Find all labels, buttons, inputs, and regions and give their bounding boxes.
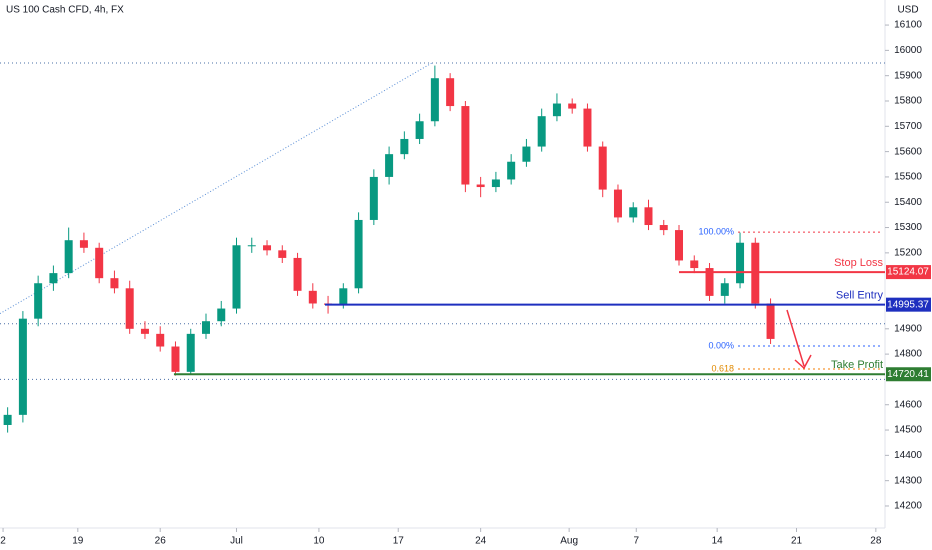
fib-label: 0.618 [711,363,734,373]
level-name: Take Profit [831,359,883,371]
candle-body [720,283,729,296]
candle-body [64,240,73,274]
candle-body [354,219,363,289]
candle-body [537,116,546,147]
fib-label: 0.00% [708,340,734,350]
candle-body [690,260,699,269]
candle-body [34,283,43,319]
y-tick-label: 14500 [894,425,922,436]
candle-body [95,247,104,279]
fib-label: 100.00% [698,226,734,236]
x-tick-label: 26 [155,536,167,547]
candle-body [400,138,409,155]
candle-body [446,78,455,107]
level-price: 14720.41 [887,369,929,380]
candle-body [766,303,775,339]
candle-body [49,273,58,284]
candle-body [278,250,287,258]
y-tick-label: 16000 [894,45,922,56]
candle-body [247,245,256,247]
y-tick-label: 15900 [894,70,922,81]
candle-body [263,245,272,251]
candle-body [583,108,592,147]
candle-body [430,78,439,122]
candle-body [751,242,760,304]
candle-body [110,278,119,289]
x-tick-label: 24 [475,536,487,547]
candle-body [339,288,348,305]
level-price: 15124.07 [887,267,929,278]
y-tick-label: 14200 [894,501,922,512]
candle-body [568,103,577,109]
candle-body [385,154,394,177]
candle-body [598,146,607,190]
y-tick-label: 15500 [894,172,922,183]
candle-body [705,268,714,296]
candle-body [736,242,745,284]
y-tick-label: 14800 [894,349,922,360]
level-tag [886,297,931,312]
candle-body [476,184,485,188]
candle-body [522,146,531,162]
x-tick-label: 19 [72,536,84,547]
x-tick-label: 21 [791,536,803,547]
y-tick-label: 15700 [894,121,922,132]
candle-body [369,176,378,220]
y-tick-label: 14400 [894,450,922,461]
level-tag [886,367,931,382]
candle-body [171,346,180,372]
candle-body [156,333,165,347]
candle-body [3,414,12,425]
candle-body [308,290,317,304]
candle-body [629,207,638,218]
candle-body [140,328,149,334]
chart-title: US 100 Cash CFD, 4h, FX [6,5,124,16]
y-tick-label: 16100 [894,20,922,31]
y-tick-label: 14600 [894,399,922,410]
trend-line [0,62,433,315]
candle-body [415,121,424,139]
x-tick-label: 17 [393,536,405,547]
candle-body [644,207,653,226]
y-tick-label: 15800 [894,96,922,107]
level-name: Sell Entry [836,290,884,302]
level-name: Stop Loss [834,257,883,269]
y-tick-label: 14300 [894,475,922,486]
currency: USD [897,5,918,16]
candle-body [552,103,561,117]
candle-body [186,333,195,372]
x-tick-label: Jul [230,536,243,547]
candle-body [293,257,302,291]
candle-body [18,318,27,415]
candle-body [232,245,241,309]
x-tick-label: 7 [634,536,640,547]
candle-body [659,225,668,231]
x-tick-label: 14 [712,536,724,547]
candle-body [675,230,684,261]
candle-body [79,240,88,248]
x-tick-label: 10 [313,536,325,547]
candle-body [217,308,226,322]
x-tick-label: 2 [0,536,6,547]
candle-body [461,106,470,185]
candle-body [201,321,210,334]
candle-body [507,161,516,180]
y-tick-label: 15400 [894,197,922,208]
projection-arrow [786,309,812,370]
y-tick-label: 15600 [894,146,922,157]
x-tick-label: Aug [560,536,578,547]
x-tick-label: 28 [870,536,882,547]
level-price: 14995.37 [887,299,929,310]
level-tag [886,265,931,280]
candle-body [491,179,500,188]
candle-body [125,288,134,329]
y-tick-label: 14900 [894,323,922,334]
y-tick-label: 15200 [894,248,922,259]
y-tick-label: 15300 [894,222,922,233]
candle-body [613,189,622,218]
